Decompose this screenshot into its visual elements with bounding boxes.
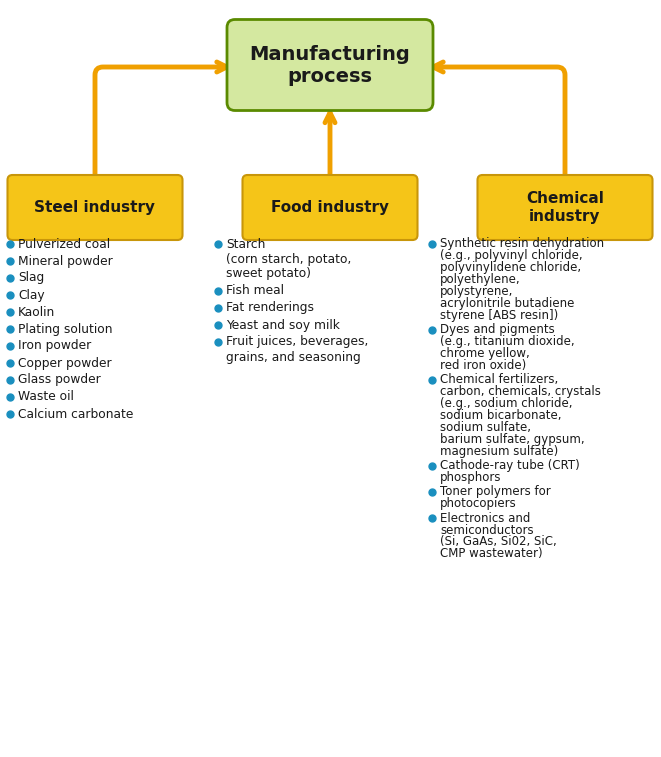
- Text: Manufacturing
process: Manufacturing process: [250, 45, 410, 86]
- Text: sweet potato): sweet potato): [226, 267, 311, 281]
- Text: (corn starch, potato,: (corn starch, potato,: [226, 253, 352, 266]
- FancyBboxPatch shape: [7, 175, 182, 240]
- Text: magnesium sulfate): magnesium sulfate): [440, 446, 559, 459]
- Text: (e.g., polyvinyl chloride,: (e.g., polyvinyl chloride,: [440, 250, 582, 263]
- Text: Food industry: Food industry: [271, 200, 389, 215]
- Text: acrylonitrile butadiene: acrylonitrile butadiene: [440, 298, 574, 310]
- Text: Fat renderings: Fat renderings: [226, 301, 314, 314]
- Text: Copper powder: Copper powder: [18, 357, 112, 369]
- Text: photocopiers: photocopiers: [440, 497, 517, 510]
- Text: Chemical
industry: Chemical industry: [526, 192, 604, 224]
- Text: Chemical fertilizers,: Chemical fertilizers,: [440, 373, 559, 387]
- FancyBboxPatch shape: [227, 20, 433, 111]
- Text: (e.g., titanium dioxide,: (e.g., titanium dioxide,: [440, 335, 574, 348]
- Text: Synthetic resin dehydration: Synthetic resin dehydration: [440, 238, 604, 251]
- Text: Cathode-ray tube (CRT): Cathode-ray tube (CRT): [440, 459, 580, 472]
- Text: Pulverized coal: Pulverized coal: [18, 238, 110, 251]
- Text: grains, and seasoning: grains, and seasoning: [226, 350, 361, 363]
- Text: chrome yellow,: chrome yellow,: [440, 347, 529, 360]
- Text: polyethylene,: polyethylene,: [440, 273, 521, 286]
- Text: Glass powder: Glass powder: [18, 373, 100, 387]
- Text: Yeast and soy milk: Yeast and soy milk: [226, 319, 340, 332]
- Text: carbon, chemicals, crystals: carbon, chemicals, crystals: [440, 385, 601, 398]
- Text: polyvinylidene chloride,: polyvinylidene chloride,: [440, 261, 581, 275]
- Text: polystyrene,: polystyrene,: [440, 285, 514, 298]
- Text: Plating solution: Plating solution: [18, 322, 112, 335]
- Text: phosphors: phosphors: [440, 472, 502, 484]
- Text: Iron powder: Iron powder: [18, 339, 91, 353]
- Text: Fish meal: Fish meal: [226, 285, 284, 298]
- Text: (Si, GaAs, Si02, SiC,: (Si, GaAs, Si02, SiC,: [440, 535, 557, 549]
- FancyBboxPatch shape: [477, 175, 652, 240]
- Text: sodium sulfate,: sodium sulfate,: [440, 422, 531, 435]
- Text: Steel industry: Steel industry: [34, 200, 155, 215]
- Text: barium sulfate, gypsum,: barium sulfate, gypsum,: [440, 434, 584, 447]
- Text: Electronics and: Electronics and: [440, 512, 530, 525]
- FancyBboxPatch shape: [243, 175, 418, 240]
- Text: (e.g., sodium chloride,: (e.g., sodium chloride,: [440, 397, 572, 410]
- Text: Clay: Clay: [18, 288, 45, 301]
- Text: Mineral powder: Mineral powder: [18, 254, 113, 267]
- Text: sodium bicarbonate,: sodium bicarbonate,: [440, 410, 561, 422]
- Text: Waste oil: Waste oil: [18, 391, 74, 403]
- Text: Toner polymers for: Toner polymers for: [440, 485, 551, 499]
- Text: styrene [ABS resin]): styrene [ABS resin]): [440, 310, 559, 322]
- Text: CMP wastewater): CMP wastewater): [440, 547, 543, 560]
- Text: Fruit juices, beverages,: Fruit juices, beverages,: [226, 335, 368, 348]
- Text: Slag: Slag: [18, 272, 44, 285]
- Text: Dyes and pigments: Dyes and pigments: [440, 323, 555, 337]
- Text: semiconductors: semiconductors: [440, 524, 533, 537]
- Text: Calcium carbonate: Calcium carbonate: [18, 407, 134, 420]
- Text: Starch: Starch: [226, 238, 265, 251]
- Text: Kaolin: Kaolin: [18, 306, 56, 319]
- Text: red iron oxide): red iron oxide): [440, 360, 526, 372]
